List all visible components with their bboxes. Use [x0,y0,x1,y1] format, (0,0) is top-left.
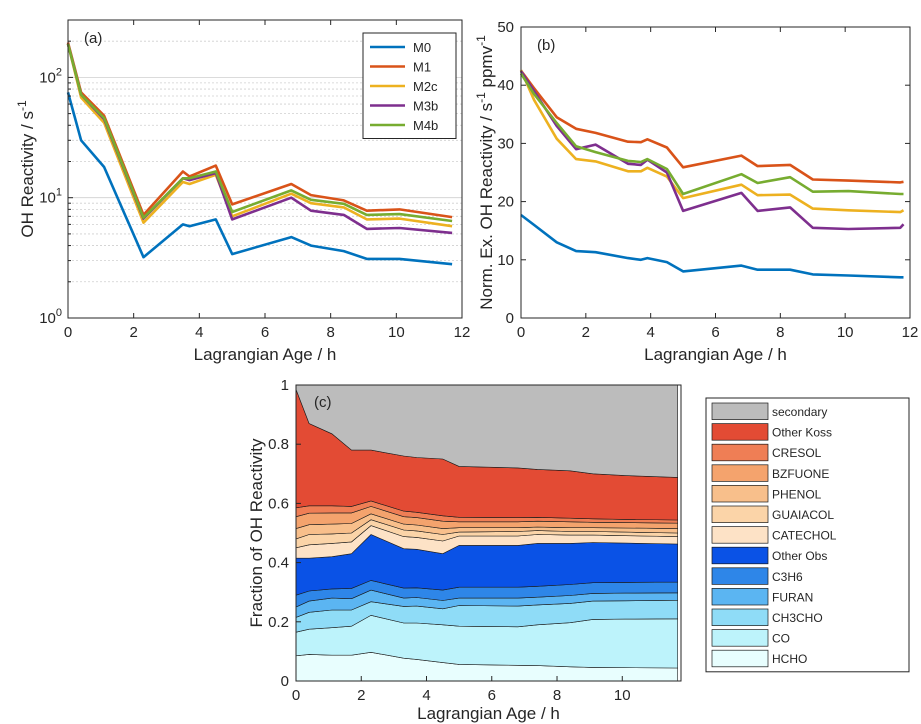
legend-swatch-c [711,608,769,626]
series-line-b-m0 [520,213,904,279]
legend-swatch-c [711,567,769,585]
x-tick-label-c: 6 [488,687,496,704]
legend-label-c: BZFUONE [772,467,829,481]
y-tick-exponent: 0 [56,307,62,319]
y-axis-label-a-main: OH Reactivity / s [18,111,37,238]
legend-label-a: M3b [413,99,438,114]
legend-label-a: M2c [413,79,438,94]
legend-label-c: CATECHOL [772,529,837,543]
legend-swatch-c [711,464,769,482]
x-tick-label-a: 6 [261,324,269,341]
x-tick-label-b: 2 [582,324,590,341]
y-tick-label-c: 0.8 [268,436,289,453]
y-tick-label-c: 0.2 [268,614,289,631]
legend-label-c: C3H6 [772,570,803,584]
x-tick-label-a: 0 [64,324,72,341]
y-axis-label-c: Fraction of OH Reactivity [247,438,266,627]
series-line-a-m0 [66,92,453,266]
panel-label-c: (c) [314,394,332,411]
x-tick-label-c: 2 [357,687,365,704]
legend-label-c: PHENOL [772,487,822,501]
x-tick-label-c: 8 [553,687,561,704]
legend-swatch-c [711,526,769,544]
legend-label-c: GUAIACOL [772,508,834,522]
x-tick-label-a: 10 [388,324,405,341]
legend-label-c: CO [772,632,790,646]
x-tick-label-a: 12 [454,324,471,341]
x-tick-label-c: 10 [614,687,631,704]
y-tick-label-b: 0 [506,310,514,327]
y-tick-label-c: 0 [281,673,289,690]
legend-swatch-c [711,505,769,523]
series-line-b-m2c [519,69,905,214]
y-tick-label-b: 30 [497,135,514,152]
legend-swatch-c [711,423,769,441]
x-tick-label-b: 8 [776,324,784,341]
y-tick-label-c: 1 [281,377,289,394]
y-tick-label-c: 0.4 [268,555,289,572]
y-tick-label-a: 100 [39,307,62,327]
x-axis-label-b: Lagrangian Age / h [644,345,787,364]
legend-label-c: CRESOL [772,446,822,460]
x-tick-label-b: 10 [837,324,854,341]
legend-swatch-c [711,649,769,668]
y-tick-label-b: 10 [497,252,514,269]
legend-swatch-c [711,588,769,606]
y-axis-label-a-sup: -1 [15,100,29,111]
x-tick-label-b: 12 [902,324,919,341]
x-tick-label-a: 8 [326,324,334,341]
y-axis-label-b-mid: ppmv [477,45,496,92]
x-tick-label-a: 2 [129,324,137,341]
panel-label-b: (b) [537,37,555,54]
y-tick-label-b: 20 [497,194,514,211]
legend-label-c: Other Obs [772,549,827,563]
y-axis-label-b-main: Norm. Ex. OH Reactivity / s [477,103,496,310]
y-tick-label-b: 50 [497,19,514,36]
x-tick-label-c: 0 [292,687,300,704]
y-tick-base: 10 [39,69,56,86]
axes-frame-c [295,384,682,682]
series-line-b-m1 [519,69,904,184]
panel-c: 0 2 4 6 8 10 0 0.2 0.4 0.6 0.8 1 Lagrangian Age / h F… [247,377,910,723]
series-line-a-m4b [66,43,453,223]
y-tick-label-a: 102 [39,66,62,86]
legend-label-c: HCHO [772,652,807,666]
panel-b: 0 2 4 6 8 10 12 0 10 20 30 40 50 Lagrangian Age / h No… [474,19,918,364]
y-axis-label-b-sup1: -1 [474,92,488,103]
legend-swatch-c [711,629,769,647]
legend-label-c: CH3CHO [772,611,823,625]
x-tick-label-b: 0 [517,324,525,341]
series-line-b-m3b [519,70,905,231]
x-tick-label-b: 4 [646,324,654,341]
x-axis-label-c: Lagrangian Age / h [417,704,560,723]
x-tick-label-b: 6 [711,324,719,341]
y-tick-base: 10 [39,310,56,327]
y-tick-exponent: 2 [56,66,62,78]
legend-swatch-c [711,402,769,420]
series-line-b-m4b [519,72,904,196]
x-axis-label-a: Lagrangian Age / h [194,345,337,364]
legend-label-a: M0 [413,40,431,55]
y-tick-label-c: 0.6 [268,495,289,512]
panel-label-a: (a) [84,30,102,47]
x-tick-label-c: 4 [422,687,430,704]
legend-label-a: M4b [413,118,438,133]
x-tick-label-a: 4 [195,324,203,341]
y-tick-exponent: 1 [56,187,62,199]
legend-label-c: secondary [772,405,827,419]
y-axis-label-a: OH Reactivity / s-1 [15,100,37,238]
legend-label-c: Other Koss [772,426,832,440]
y-tick-label-b: 40 [497,77,514,94]
y-tick-label-a: 101 [39,187,62,207]
legend-label-a: M1 [413,60,431,75]
y-tick-base: 10 [39,190,56,207]
legend-swatch-c [711,546,769,565]
y-axis-label-b-sup2: -1 [474,35,488,46]
legend-label-c: FURAN [772,590,813,604]
legend-swatch-c [711,485,769,503]
legend-swatch-c [711,443,769,462]
y-axis-label-b: Norm. Ex. OH Reactivity / s-1 ppmv-1 [474,35,496,310]
